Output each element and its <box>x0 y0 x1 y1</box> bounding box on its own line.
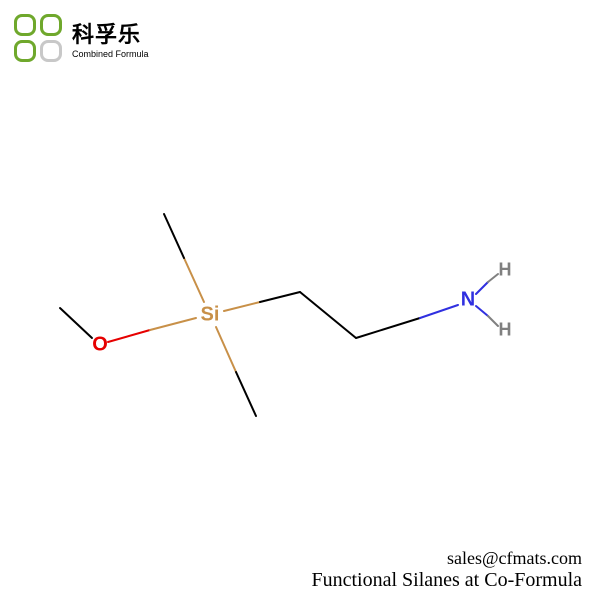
bond <box>260 292 300 302</box>
bond <box>60 308 92 338</box>
bond <box>164 214 184 258</box>
bond <box>488 316 498 326</box>
bond <box>236 372 256 416</box>
bond <box>420 305 458 318</box>
bond <box>476 306 488 316</box>
contact-email: sales@cfmats.com <box>311 548 582 569</box>
bond <box>356 318 420 338</box>
bond <box>224 302 260 311</box>
tagline: Functional Silanes at Co-Formula <box>311 569 582 592</box>
bond <box>216 327 236 372</box>
atom-N: N <box>461 289 475 312</box>
atom-O: O <box>92 334 108 357</box>
atom-H1: H <box>499 260 512 281</box>
atom-Si: Si <box>201 304 220 327</box>
bond <box>150 318 196 330</box>
bond <box>108 330 150 342</box>
bond <box>476 282 488 294</box>
footer: sales@cfmats.com Functional Silanes at C… <box>311 548 582 592</box>
bond <box>300 292 356 338</box>
atom-H2: H <box>499 320 512 341</box>
bond <box>184 258 204 302</box>
bond <box>488 274 498 282</box>
molecule-diagram <box>0 0 600 600</box>
